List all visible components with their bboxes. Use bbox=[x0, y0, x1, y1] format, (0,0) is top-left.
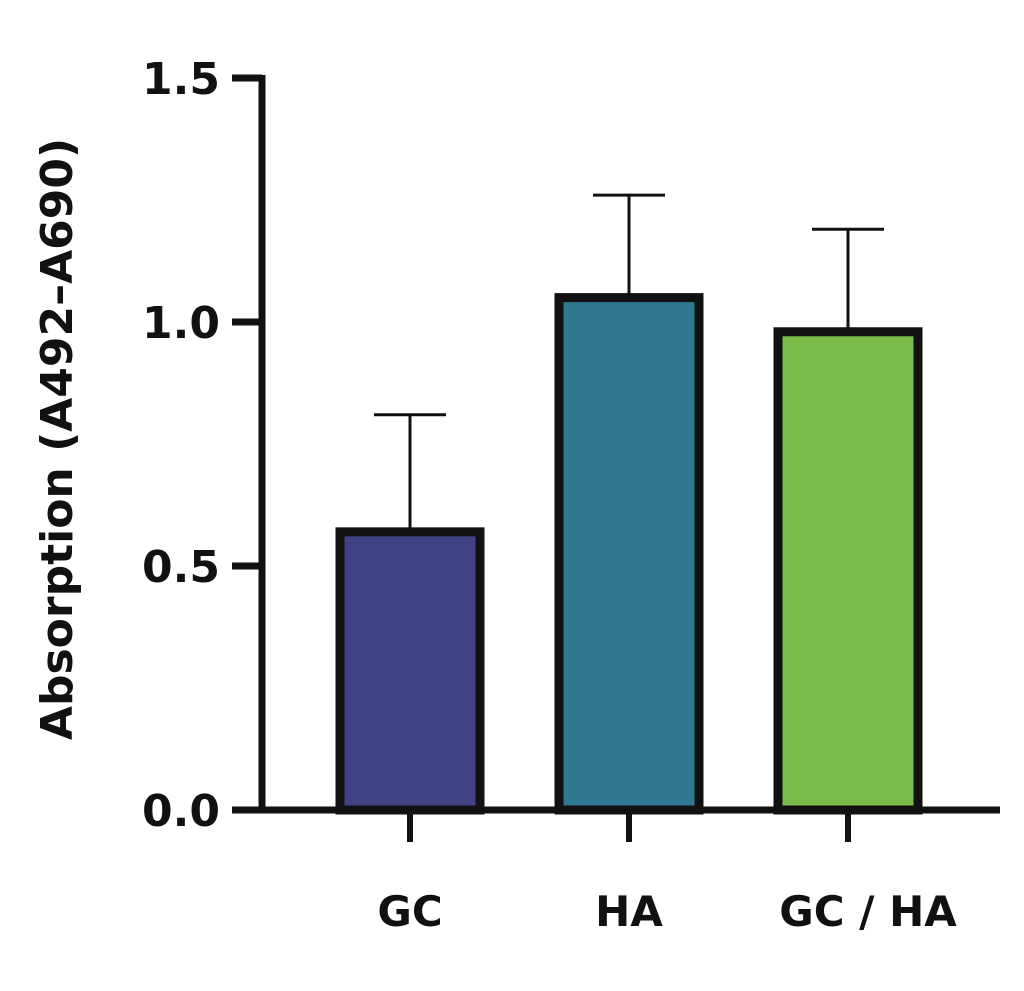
y-tick-label: 1.5 bbox=[142, 54, 220, 105]
y-tick-label: 0.0 bbox=[142, 786, 220, 837]
y-ticks: 0.0 0.5 1.0 1.5 bbox=[142, 54, 262, 837]
x-tick-label: GC / HA bbox=[779, 887, 957, 936]
axes bbox=[232, 75, 1000, 814]
y-tick-label: 1.0 bbox=[142, 298, 220, 349]
bar-ha bbox=[554, 293, 704, 815]
x-tick-label: HA bbox=[595, 887, 663, 936]
y-axis-label: Absorption (A492–A690) bbox=[32, 138, 83, 740]
error-bars bbox=[374, 193, 884, 532]
x-ticks: GC HA GC / HA bbox=[377, 810, 957, 936]
bars bbox=[335, 293, 923, 815]
bar-gcha bbox=[773, 327, 923, 815]
x-tick-label: GC bbox=[377, 887, 442, 936]
y-tick-label: 0.5 bbox=[142, 542, 220, 593]
bar-gc bbox=[335, 527, 485, 815]
